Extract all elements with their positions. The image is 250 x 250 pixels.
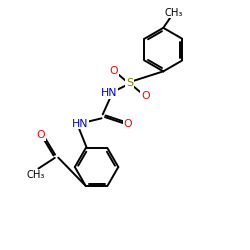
Text: O: O — [37, 130, 45, 140]
Text: HN: HN — [72, 119, 89, 129]
Text: CH₃: CH₃ — [26, 170, 44, 180]
Text: O: O — [141, 91, 150, 101]
Text: HN: HN — [101, 88, 117, 98]
Text: O: O — [124, 119, 132, 129]
Text: CH₃: CH₃ — [164, 8, 182, 18]
Text: O: O — [110, 66, 118, 76]
Text: S: S — [126, 78, 133, 88]
